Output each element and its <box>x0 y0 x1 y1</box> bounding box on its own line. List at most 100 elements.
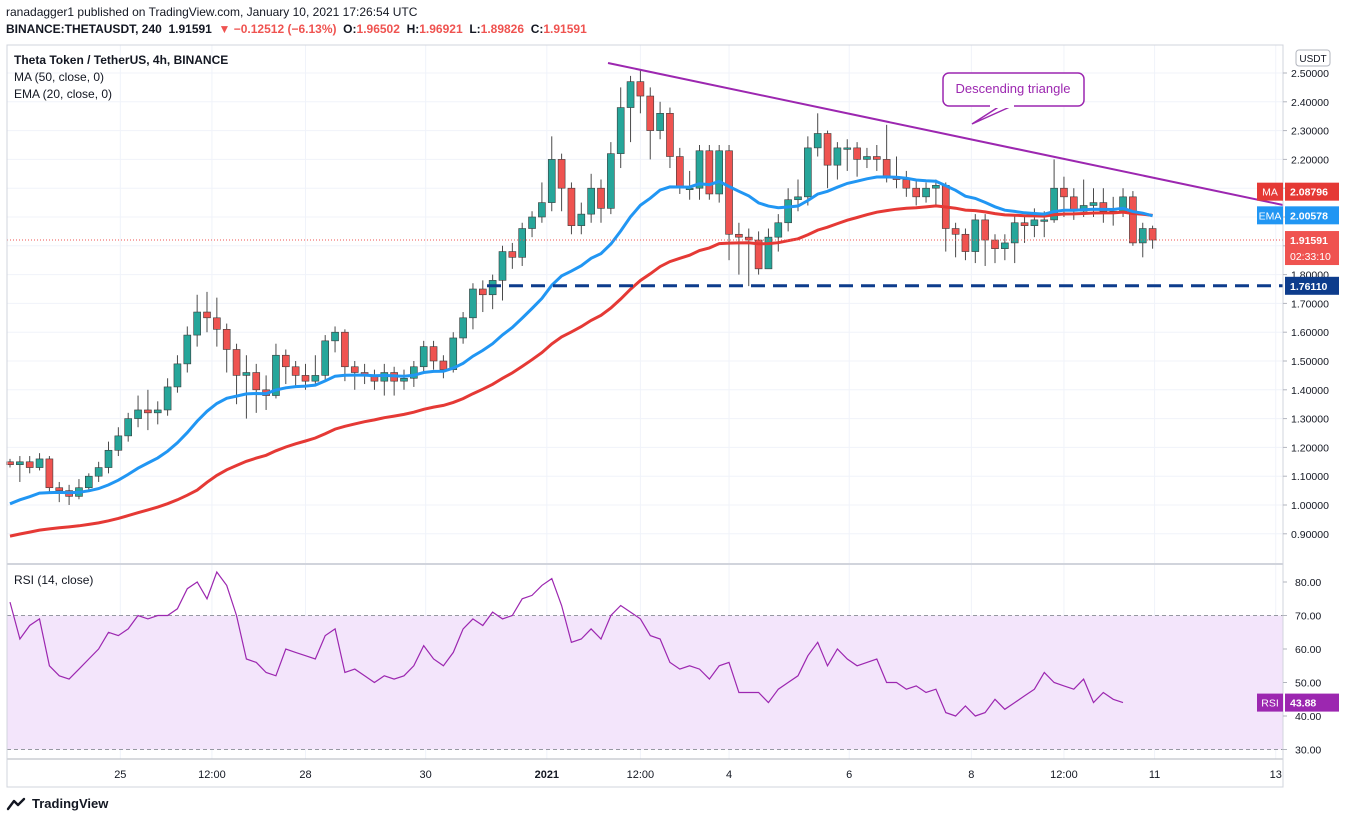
candle <box>646 95 655 131</box>
currency-badge[interactable]: USDT <box>1295 49 1331 67</box>
trendline[interactable] <box>607 62 1284 206</box>
rsi-tick-label: 40.00 <box>1295 711 1321 723</box>
high-value: 1.96921 <box>419 22 463 36</box>
candle <box>1010 222 1019 244</box>
candle <box>922 187 930 198</box>
candle <box>1040 219 1049 222</box>
candle <box>124 418 132 437</box>
support-price-tag-value: 1.76110 <box>1290 281 1328 293</box>
x-tick-label: 25 <box>114 769 126 781</box>
support-price-tag: 1.76110 <box>1285 276 1339 295</box>
candle <box>85 475 93 489</box>
candle <box>951 228 960 235</box>
candle <box>528 216 536 229</box>
candle <box>547 159 556 203</box>
tradingview-logo[interactable]: TradingView <box>6 796 108 811</box>
candle <box>912 187 921 198</box>
candle <box>144 409 152 414</box>
close-value: 1.91591 <box>543 22 587 36</box>
candle <box>6 461 14 465</box>
rsi-tick-label: 70.00 <box>1295 611 1321 623</box>
candle <box>341 331 349 368</box>
candle <box>607 153 615 209</box>
candle <box>281 354 290 368</box>
candle <box>291 366 300 376</box>
candle <box>173 363 182 388</box>
candle <box>1050 187 1058 221</box>
header-price: 1.91591 <box>168 22 212 36</box>
ema-legend: EMA (20, close, 0) <box>14 87 112 101</box>
candle <box>597 187 605 209</box>
candle <box>45 458 54 489</box>
candle <box>16 461 24 465</box>
rsi-value-tag: RSI 43.88 <box>1257 693 1339 712</box>
candle <box>538 202 546 218</box>
ema-price-tag-label-bg <box>1257 206 1283 225</box>
rsi-value-tag-bg <box>1285 693 1339 712</box>
candle <box>498 251 507 281</box>
x-tick-label: 13 <box>1270 769 1282 781</box>
countdown-value: 02:33:10 <box>1290 251 1331 263</box>
open-label: O: <box>343 22 357 36</box>
x-tick-label: 2021 <box>535 769 559 781</box>
candle <box>429 346 438 362</box>
ema-line <box>9 175 1153 506</box>
annotation-joint <box>990 104 1014 108</box>
candle <box>932 185 940 189</box>
rsi-value-tag-label: RSI <box>1261 698 1279 710</box>
candle <box>675 156 684 189</box>
x-tick-label: 4 <box>726 769 732 781</box>
y-tick-label: 1.50000 <box>1291 356 1329 368</box>
candle <box>794 196 802 201</box>
candle <box>321 340 330 376</box>
candle <box>301 375 310 382</box>
x-tick-label: 12:00 <box>1050 769 1078 781</box>
annotation-callout[interactable]: Descending triangle <box>942 72 1085 125</box>
candle <box>203 311 211 319</box>
candle <box>813 133 822 149</box>
y-tick-label: 1.60000 <box>1291 327 1329 339</box>
ema-price-tag-bg <box>1285 206 1339 225</box>
x-tick-label: 6 <box>846 769 852 781</box>
y-tick-label: 1.10000 <box>1291 471 1329 483</box>
candle <box>488 280 497 296</box>
candle <box>104 449 113 468</box>
candle <box>577 213 586 226</box>
tradingview-brand: TradingView <box>32 796 109 811</box>
ema-price-tag-label: EMA <box>1259 210 1282 222</box>
candle <box>823 133 832 166</box>
candle <box>94 467 103 477</box>
y-tick-label: 2.20000 <box>1291 154 1329 166</box>
rsi-title: RSI (14, close) <box>14 573 93 587</box>
y-tick-label: 2.50000 <box>1291 68 1329 80</box>
candle <box>616 107 625 154</box>
y-tick-label: 2.40000 <box>1291 97 1329 109</box>
candle <box>981 219 989 241</box>
open-value: 1.96502 <box>356 22 400 36</box>
candle <box>213 317 221 330</box>
ma-legend: MA (50, close, 0) <box>14 70 104 84</box>
rsi-value-tag-label-bg <box>1257 693 1283 712</box>
ma-price-tag: MA 2.08796 <box>1257 182 1339 201</box>
y-tick-label: 1.40000 <box>1291 385 1329 397</box>
y-tick-label: 1.70000 <box>1291 298 1329 310</box>
rsi-tick-label: 60.00 <box>1295 644 1321 656</box>
last-price-tag: 1.91591 02:33:10 <box>1285 231 1339 266</box>
candle <box>567 187 576 226</box>
candle <box>449 337 458 370</box>
high-label: H: <box>406 22 420 36</box>
ma-price-tag-bg <box>1285 182 1339 201</box>
annotation-pointer <box>971 105 1013 125</box>
x-tick-label: 8 <box>968 769 974 781</box>
candle <box>222 329 231 350</box>
x-tick-label: 28 <box>299 769 311 781</box>
candle <box>153 409 162 414</box>
candle <box>25 461 34 468</box>
x-tick-label: 11 <box>1149 769 1160 781</box>
candle <box>35 458 44 468</box>
candle <box>134 409 142 419</box>
candle <box>459 317 467 339</box>
candle <box>1129 196 1137 244</box>
candle <box>715 150 724 195</box>
